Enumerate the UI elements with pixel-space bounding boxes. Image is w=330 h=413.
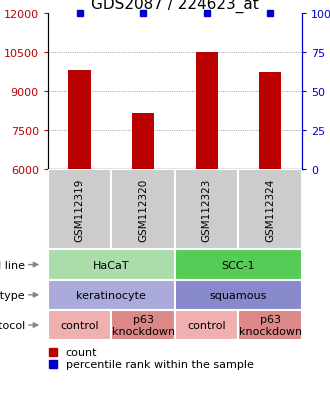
Text: percentile rank within the sample: percentile rank within the sample [66, 360, 253, 370]
Bar [48, 250, 175, 280]
Bar [238, 310, 302, 340]
Bar [69, 71, 91, 169]
Text: protocol: protocol [0, 320, 25, 330]
Text: squamous: squamous [210, 290, 267, 300]
Text: cell type: cell type [0, 290, 25, 300]
Title: GDS2087 / 224623_at: GDS2087 / 224623_at [91, 0, 259, 13]
Bar [259, 73, 281, 169]
Text: control: control [187, 320, 226, 330]
Text: SCC-1: SCC-1 [222, 260, 255, 270]
Bar [48, 280, 175, 310]
Text: p63
knockdown: p63 knockdown [239, 314, 302, 336]
Text: control: control [60, 320, 99, 330]
Bar [196, 53, 218, 169]
Bar [175, 280, 302, 310]
Text: keratinocyte: keratinocyte [77, 290, 146, 300]
Bar [175, 169, 238, 250]
Bar [112, 310, 175, 340]
Text: p63
knockdown: p63 knockdown [112, 314, 175, 336]
Bar [48, 169, 112, 250]
Text: GSM112320: GSM112320 [138, 178, 148, 241]
Bar [112, 169, 175, 250]
Text: GSM112319: GSM112319 [75, 178, 84, 241]
Text: cell line: cell line [0, 260, 25, 270]
Bar [175, 310, 238, 340]
Text: count: count [66, 347, 97, 357]
Text: GSM112324: GSM112324 [265, 178, 275, 241]
Text: HaCaT: HaCaT [93, 260, 130, 270]
Bar [238, 169, 302, 250]
Bar [132, 114, 154, 169]
Bar [175, 250, 302, 280]
Text: GSM112323: GSM112323 [202, 178, 212, 241]
Bar [48, 310, 112, 340]
